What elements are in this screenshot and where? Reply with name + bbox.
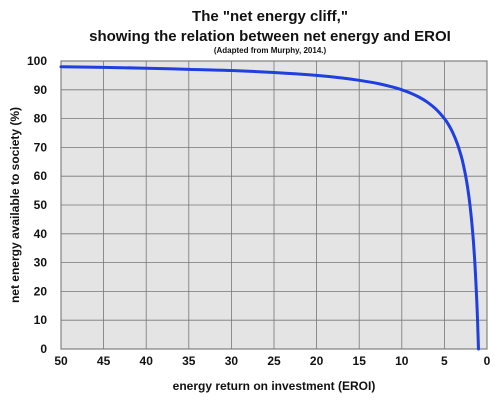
y-tick-label: 90 bbox=[34, 83, 48, 97]
x-tick-label: 40 bbox=[140, 354, 154, 368]
x-tick-label: 5 bbox=[441, 354, 448, 368]
gridlines bbox=[60, 60, 488, 350]
y-tick-label: 50 bbox=[34, 198, 48, 212]
y-tick-label: 70 bbox=[34, 140, 48, 154]
x-tick-label: 25 bbox=[267, 354, 281, 368]
x-tick-label: 45 bbox=[97, 354, 111, 368]
x-tick-label: 50 bbox=[54, 354, 68, 368]
x-tick-label: 0 bbox=[484, 354, 491, 368]
x-axis-label: energy return on investment (EROI) bbox=[173, 379, 376, 393]
x-tick-labels: 50 45 40 35 30 25 20 15 10 5 0 bbox=[54, 354, 490, 368]
x-tick-label: 30 bbox=[225, 354, 239, 368]
y-tick-label: 20 bbox=[34, 284, 48, 298]
x-tick-label: 20 bbox=[310, 354, 324, 368]
y-tick-label: 60 bbox=[34, 169, 48, 183]
chart-title: The "net energy cliff," bbox=[192, 8, 348, 25]
y-tick-label: 40 bbox=[34, 227, 48, 241]
y-tick-labels: 0 10 20 30 40 50 60 70 80 90 100 bbox=[27, 54, 47, 356]
x-tick-label: 15 bbox=[353, 354, 367, 368]
x-tick-label: 10 bbox=[395, 354, 409, 368]
y-axis-label: net energy available to society (%) bbox=[8, 107, 22, 303]
net-energy-curve bbox=[59, 65, 480, 351]
y-tick-label: 0 bbox=[40, 342, 47, 356]
x-tick-label: 35 bbox=[182, 354, 196, 368]
chart-subtitle: showing the relation between net energy … bbox=[89, 28, 451, 45]
chart-source-note: (Adapted from Murphy, 2014.) bbox=[214, 46, 327, 55]
y-tick-label: 30 bbox=[34, 256, 48, 270]
y-tick-label: 80 bbox=[34, 112, 48, 126]
y-tick-label: 100 bbox=[27, 54, 47, 68]
data-series bbox=[59, 65, 480, 351]
y-tick-label: 10 bbox=[34, 313, 48, 327]
